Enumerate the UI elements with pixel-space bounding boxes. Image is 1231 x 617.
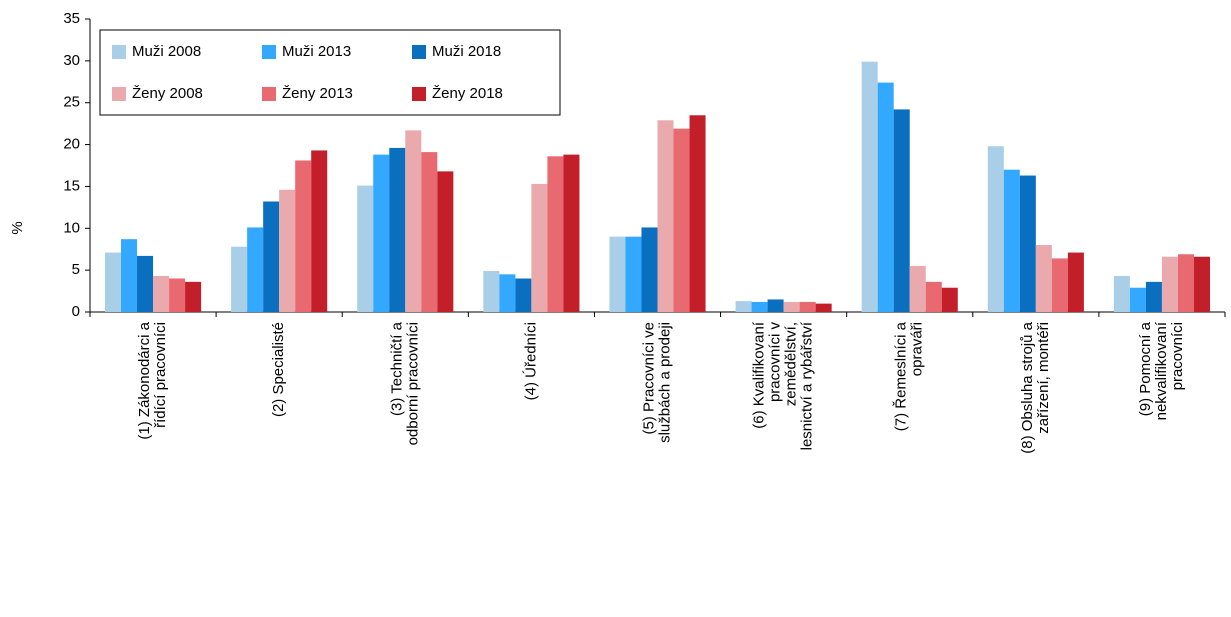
bar — [861, 61, 878, 312]
bar — [137, 255, 154, 312]
legend-swatch — [112, 45, 126, 59]
y-tick-label: 15 — [63, 177, 80, 194]
x-tick-label: (5) Pracovníci veslužbách a prodeji — [640, 322, 673, 443]
bar — [1129, 287, 1146, 312]
bar — [609, 236, 626, 312]
bar — [483, 270, 500, 312]
y-tick-label: 0 — [72, 303, 80, 320]
bar — [1019, 175, 1036, 312]
bar — [279, 189, 296, 312]
x-tick-label: (8) Obsluha strojů azařízení, montéři — [1019, 321, 1052, 453]
bar — [247, 227, 264, 312]
y-tick-label: 20 — [63, 136, 80, 153]
bar — [357, 185, 374, 312]
x-tick-label: (4) Úředníci — [522, 322, 539, 400]
bar — [783, 301, 800, 312]
bar — [1035, 245, 1052, 312]
legend-label: Ženy 2018 — [432, 85, 503, 102]
x-tick-label: (7) Řemeslníci aopraváři — [893, 321, 926, 431]
bar — [941, 287, 958, 312]
bar — [1067, 252, 1084, 312]
bar — [657, 120, 674, 313]
bar — [515, 278, 532, 312]
bar — [1177, 254, 1194, 312]
bar — [389, 147, 406, 312]
bar — [909, 265, 926, 312]
y-tick-label: 30 — [63, 52, 80, 69]
bar — [295, 160, 312, 312]
bar — [405, 130, 422, 312]
legend-swatch — [262, 87, 276, 101]
bar — [815, 303, 832, 312]
bar — [1051, 258, 1068, 312]
y-tick-label: 25 — [63, 94, 80, 111]
bar — [311, 150, 328, 312]
bar — [105, 252, 122, 312]
x-tick-label: (3) Techničtí aodborní pracovníci — [388, 321, 421, 445]
bar — [531, 183, 548, 312]
bar — [421, 152, 438, 312]
bar — [437, 171, 454, 312]
legend-label: Muži 2018 — [432, 43, 501, 60]
legend-label: Muži 2013 — [282, 43, 351, 60]
legend-box — [99, 29, 561, 116]
legend-swatch — [262, 45, 276, 59]
bar — [877, 82, 894, 312]
bar — [231, 246, 248, 312]
bar — [185, 281, 202, 312]
bar — [547, 156, 564, 312]
legend-swatch — [112, 87, 126, 101]
bar — [735, 301, 752, 312]
x-tick-label: (2) Specialisté — [270, 322, 287, 417]
bar — [925, 281, 942, 312]
bar — [1003, 169, 1020, 312]
bar — [499, 274, 516, 312]
bar — [1161, 256, 1178, 312]
y-tick-label: 10 — [63, 219, 80, 236]
y-tick-label: 35 — [63, 10, 80, 27]
bar — [751, 301, 768, 312]
bar — [373, 154, 390, 312]
y-axis-label: % — [9, 221, 26, 234]
bar — [563, 154, 580, 312]
legend-label: Muži 2008 — [132, 43, 201, 60]
bar — [153, 276, 170, 312]
bar — [1113, 276, 1130, 312]
bar — [625, 236, 642, 312]
x-tick-label: (1) Zákonodárci ařídící pracovníci — [136, 321, 169, 439]
bar — [641, 227, 658, 312]
legend-label: Ženy 2013 — [282, 85, 353, 102]
bar — [1145, 281, 1162, 312]
x-tick-label: (9) Pomocní anekvalifikovanípracovníci — [1137, 321, 1186, 420]
legend-swatch — [412, 87, 426, 101]
bar — [799, 301, 816, 312]
bar — [169, 278, 186, 312]
legend-swatch — [412, 45, 426, 59]
bar — [767, 299, 784, 312]
bar — [263, 201, 280, 312]
legend-label: Ženy 2008 — [132, 85, 203, 102]
bar — [673, 128, 690, 312]
bar — [893, 109, 910, 312]
bar — [987, 146, 1004, 312]
bar — [689, 115, 706, 313]
x-tick-label: (6) Kvalifikovanípracovníci vzemědělství… — [751, 321, 816, 450]
bar — [1193, 256, 1210, 312]
y-tick-label: 5 — [72, 261, 80, 278]
bar — [121, 239, 138, 312]
